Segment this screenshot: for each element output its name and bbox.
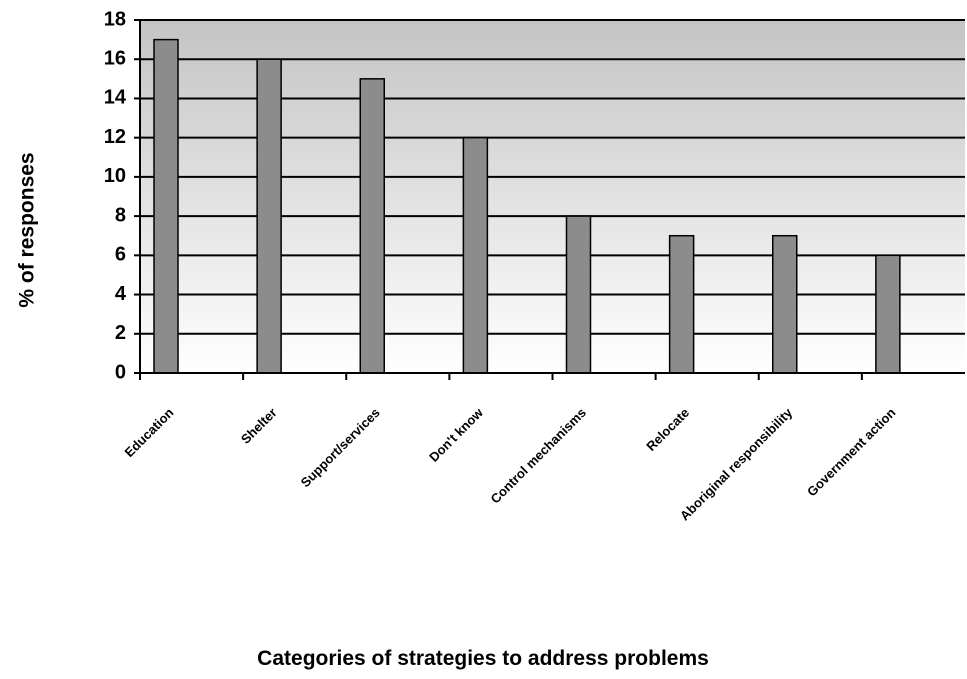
y-tick-label: 14 (104, 87, 127, 109)
y-tick-label: 10 (104, 165, 126, 187)
x-tick-label: Relocate (643, 405, 692, 454)
y-tick-label: 4 (115, 283, 127, 305)
x-tick-label: Shelter (238, 405, 280, 447)
x-axis-label: Categories of strategies to address prob… (257, 647, 709, 670)
y-tick-label: 0 (115, 361, 126, 383)
y-tick-label: 6 (115, 244, 126, 266)
x-tick-label: Education (122, 405, 177, 460)
bar (565, 215, 592, 374)
x-tick-label: Don't know (426, 404, 486, 464)
y-tick-label: 8 (115, 204, 126, 226)
x-tick-label: Control mechanisms (488, 405, 590, 507)
x-tick-label: Aboriginal responsibility (677, 404, 796, 523)
bar (359, 78, 385, 374)
bar (153, 38, 179, 374)
x-tick-label: Support/services (298, 405, 383, 490)
bar (462, 136, 489, 374)
bar (668, 234, 695, 374)
y-tick-label: 16 (104, 48, 126, 70)
y-axis-label: % of responses (16, 152, 39, 307)
y-tick-label: 18 (104, 8, 126, 30)
x-tick-label: Government action (804, 405, 898, 499)
y-tick-label: 2 (115, 322, 126, 344)
bar (256, 58, 282, 374)
y-tick-label: 12 (104, 126, 126, 148)
bar (772, 234, 798, 374)
bar (875, 254, 901, 374)
